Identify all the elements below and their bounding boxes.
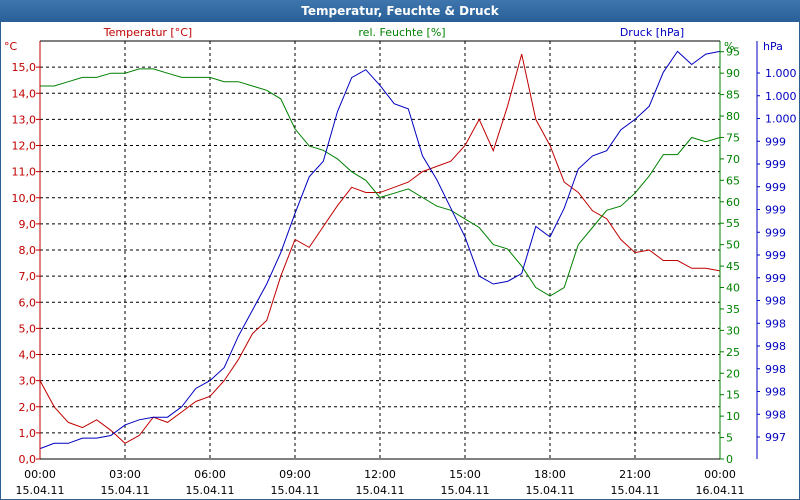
press-tick-label: 998 — [765, 386, 786, 399]
series-lines — [39, 50, 721, 450]
x-tick-time: 12:00 — [364, 468, 396, 481]
x-tick-time: 15:00 — [449, 468, 481, 481]
hum-tick-label: 90 — [726, 67, 740, 80]
hum-unit: % — [724, 40, 734, 53]
temp-tick-label: 8,0 — [19, 244, 37, 257]
hum-tick-label: 50 — [726, 239, 740, 252]
hum-tick-label: 5 — [726, 432, 733, 445]
window-title: Temperatur, Feuchte & Druck — [0, 0, 800, 22]
temp-tick-label: 5,0 — [19, 322, 37, 335]
press-tick-label: 999 — [765, 204, 786, 217]
hum-tick-label: 25 — [726, 346, 740, 359]
x-tick-date: 15.04.11 — [441, 484, 490, 497]
x-tick-date: 15.04.11 — [611, 484, 660, 497]
temp-tick-label: 10,0 — [12, 192, 37, 205]
hum-tick-label: 70 — [726, 153, 740, 166]
temp-tick-label: 9,0 — [19, 218, 37, 231]
labels: 00:00 15.04.11 03:00 15.04.11 06:00 15.04.11 0… — [4, 26, 797, 497]
x-tick-date: 15.04.11 — [16, 484, 65, 497]
series-humidity — [40, 68, 721, 297]
x-tick-time: 00:00 — [24, 468, 56, 481]
temp-tick-label: 12,0 — [12, 140, 37, 153]
hum-tick-label: 15 — [726, 389, 740, 402]
hum-axis-title: rel. Feuchte [%] — [358, 26, 445, 39]
grid — [40, 41, 720, 459]
hum-tick-label: 30 — [726, 324, 740, 337]
x-tick-date: 15.04.11 — [271, 484, 320, 497]
press-tick-label: 999 — [765, 181, 786, 194]
temp-tick-label: 13,0 — [12, 113, 37, 126]
hum-tick-label: 35 — [726, 303, 740, 316]
press-tick-label: 999 — [765, 272, 786, 285]
x-tick-date: 15.04.11 — [186, 484, 235, 497]
hum-tick-label: 75 — [726, 131, 740, 144]
temp-axis-title: Temperatur [°C] — [103, 26, 192, 39]
temp-tick-label: 0,0 — [19, 453, 37, 466]
hum-tick-label: 20 — [726, 367, 740, 380]
temp-tick-label: 11,0 — [12, 166, 37, 179]
press-unit: hPa — [763, 40, 783, 53]
hum-tick-label: 65 — [726, 174, 740, 187]
x-tick-time: 00:00 — [704, 468, 736, 481]
hum-tick-label: 95 — [726, 46, 740, 59]
hum-tick-label: 40 — [726, 282, 740, 295]
hum-tick-label: 0 — [726, 453, 733, 466]
series-pressure — [39, 50, 721, 450]
hum-tick-label: 80 — [726, 110, 740, 123]
press-tick-label: 1.000 — [765, 67, 797, 80]
press-tick-label: 999 — [765, 135, 786, 148]
temp-tick-label: 6,0 — [19, 296, 37, 309]
x-tick-date: 15.04.11 — [356, 484, 405, 497]
x-tick-time: 03:00 — [109, 468, 141, 481]
axes — [36, 40, 760, 460]
press-tick-label: 998 — [765, 340, 786, 353]
press-tick-label: 999 — [765, 249, 786, 262]
hum-tick-label: 60 — [726, 196, 740, 209]
x-tick-time: 21:00 — [619, 468, 651, 481]
press-tick-label: 998 — [765, 408, 786, 421]
x-tick-date: 15.04.11 — [101, 484, 150, 497]
temp-unit: °C — [4, 40, 18, 53]
x-tick-time: 18:00 — [534, 468, 566, 481]
temp-tick-label: 3,0 — [19, 375, 37, 388]
temp-tick-label: 4,0 — [19, 349, 37, 362]
temp-tick-label: 14,0 — [12, 87, 37, 100]
press-tick-label: 997 — [765, 431, 786, 444]
press-tick-label: 1.000 — [765, 113, 797, 126]
x-tick-date: 15.04.11 — [526, 484, 575, 497]
temp-tick-label: 7,0 — [19, 270, 37, 283]
temp-tick-label: 1,0 — [19, 427, 37, 440]
press-tick-label: 999 — [765, 158, 786, 171]
temp-tick-label: 2,0 — [19, 401, 37, 414]
hum-tick-label: 45 — [726, 260, 740, 273]
hum-tick-label: 10 — [726, 410, 740, 423]
temp-tick-label: 15,0 — [12, 61, 37, 74]
hum-tick-label: 55 — [726, 217, 740, 230]
press-tick-label: 999 — [765, 226, 786, 239]
x-tick-time: 09:00 — [279, 468, 311, 481]
x-tick-time: 06:00 — [194, 468, 226, 481]
press-tick-label: 998 — [765, 317, 786, 330]
x-tick-date: 16.04.11 — [696, 484, 745, 497]
hum-tick-label: 85 — [726, 89, 740, 102]
press-axis-title: Druck [hPa] — [620, 26, 684, 39]
press-tick-label: 1.000 — [765, 90, 797, 103]
press-tick-label: 998 — [765, 295, 786, 308]
press-tick-label: 998 — [765, 363, 786, 376]
